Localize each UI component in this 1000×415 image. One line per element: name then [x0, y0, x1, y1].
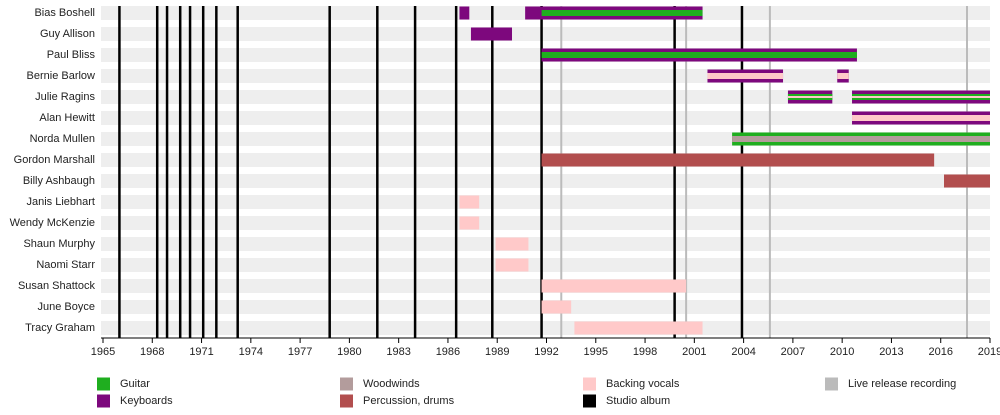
member-name: Alan Hewitt: [39, 112, 95, 124]
row-background: [101, 321, 990, 335]
member-period: [495, 258, 529, 272]
member-period: [852, 115, 990, 121]
x-tick-label: 1977: [288, 346, 312, 358]
member-name: Wendy McKenzie: [10, 217, 95, 229]
row-background: [101, 69, 990, 83]
member-period: [732, 136, 990, 142]
x-tick-label: 2016: [928, 346, 952, 358]
member-period: [495, 237, 529, 251]
x-tick-label: 2010: [830, 346, 854, 358]
member-period: [852, 96, 990, 98]
row-background: [101, 258, 990, 272]
member-period: [707, 73, 784, 79]
legend-label: Woodwinds: [363, 378, 420, 390]
member-period: [541, 300, 572, 314]
x-tick-label: 1992: [534, 346, 558, 358]
member-period: [459, 6, 470, 20]
legend-swatch: [340, 377, 353, 391]
x-tick-label: 2013: [879, 346, 903, 358]
x-tick-label: 2001: [682, 346, 706, 358]
x-tick-label: 1980: [337, 346, 361, 358]
x-tick-label: 1986: [436, 346, 460, 358]
member-period: [459, 216, 480, 230]
member-name: Gordon Marshall: [14, 154, 95, 166]
legend-swatch: [825, 377, 838, 391]
member-name: Julie Ragins: [35, 91, 95, 103]
legend-swatch: [97, 394, 110, 408]
row-background: [101, 90, 990, 104]
row-background: [101, 237, 990, 251]
member-name: Billy Ashbaugh: [23, 175, 95, 187]
row-background: [101, 195, 990, 209]
member-period: [541, 279, 687, 293]
member-name: Tracy Graham: [25, 322, 95, 334]
legend-swatch: [583, 394, 596, 408]
member-name: Bias Boshell: [34, 7, 95, 19]
member-period: [459, 195, 480, 209]
member-name: Shaun Murphy: [23, 238, 95, 250]
x-tick-label: 1995: [584, 346, 608, 358]
member-period: [944, 174, 990, 188]
x-tick-label: 1998: [633, 346, 657, 358]
legend-label: Guitar: [120, 378, 150, 390]
x-tick-label: 2004: [731, 346, 755, 358]
row-background: [101, 216, 990, 230]
member-period: [541, 153, 935, 167]
member-period: [574, 321, 703, 335]
legend-label: Live release recording: [848, 378, 956, 390]
legend-swatch: [97, 377, 110, 391]
row-background: [101, 174, 990, 188]
x-tick-label: 2007: [781, 346, 805, 358]
row-background: [101, 27, 990, 41]
legend-swatch: [340, 394, 353, 408]
member-period: [541, 10, 703, 16]
member-name: Naomi Starr: [36, 259, 95, 271]
legend-label: Keyboards: [120, 395, 173, 407]
member-period: [541, 52, 857, 58]
member-name: Guy Allison: [40, 28, 95, 40]
x-tick-label: 1968: [140, 346, 164, 358]
member-name: June Boyce: [38, 301, 95, 313]
member-name: Norda Mullen: [30, 133, 95, 145]
member-period: [787, 96, 833, 98]
x-tick-label: 1971: [189, 346, 213, 358]
legend-label: Backing vocals: [606, 378, 680, 390]
member-name: Paul Bliss: [47, 49, 96, 61]
member-period: [470, 27, 513, 41]
member-name: Susan Shattock: [18, 280, 96, 292]
row-background: [101, 111, 990, 125]
member-name: Janis Liebhart: [27, 196, 96, 208]
x-tick-label: 1983: [386, 346, 410, 358]
x-tick-label: 1974: [239, 346, 263, 358]
member-name: Bernie Barlow: [27, 70, 96, 82]
x-tick-label: 1989: [485, 346, 509, 358]
legend-label: Studio album: [606, 395, 670, 407]
x-tick-label: 2019: [978, 346, 1000, 358]
member-period: [837, 73, 849, 79]
legend-swatch: [583, 377, 596, 391]
x-tick-label: 1965: [91, 346, 115, 358]
legend-label: Percussion, drums: [363, 395, 455, 407]
